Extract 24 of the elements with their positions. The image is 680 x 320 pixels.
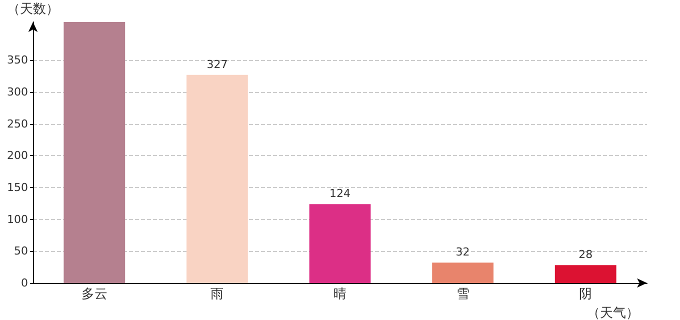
y-tick-label: 50 [14, 244, 28, 258]
y-tick-label: 150 [7, 181, 28, 194]
x-axis-title: （天气） [587, 306, 639, 320]
y-tick-label: 250 [7, 117, 28, 130]
y-axis-title: （天数） [7, 2, 59, 17]
bar [64, 22, 126, 283]
y-tick-label: 200 [7, 149, 28, 162]
bar [186, 74, 248, 283]
y-tick-label: 350 [7, 54, 28, 67]
data-label: 124 [330, 187, 350, 200]
x-tick-label: 晴 [334, 287, 346, 302]
bar [309, 204, 371, 283]
data-label: 32 [456, 246, 470, 259]
x-tick-label: 雪 [456, 287, 470, 302]
bar [432, 262, 494, 283]
y-tick-label: 100 [7, 212, 28, 226]
x-tick-label: 雨 [210, 287, 224, 302]
y-tick-label: 0 [21, 276, 28, 290]
x-tick-label: 阴 [579, 287, 592, 302]
data-label: 28 [578, 248, 593, 262]
y-tick-label: 300 [7, 86, 28, 99]
bar [554, 265, 616, 283]
data-label: 327 [206, 58, 228, 71]
x-tick-label: 多云 [81, 287, 108, 302]
